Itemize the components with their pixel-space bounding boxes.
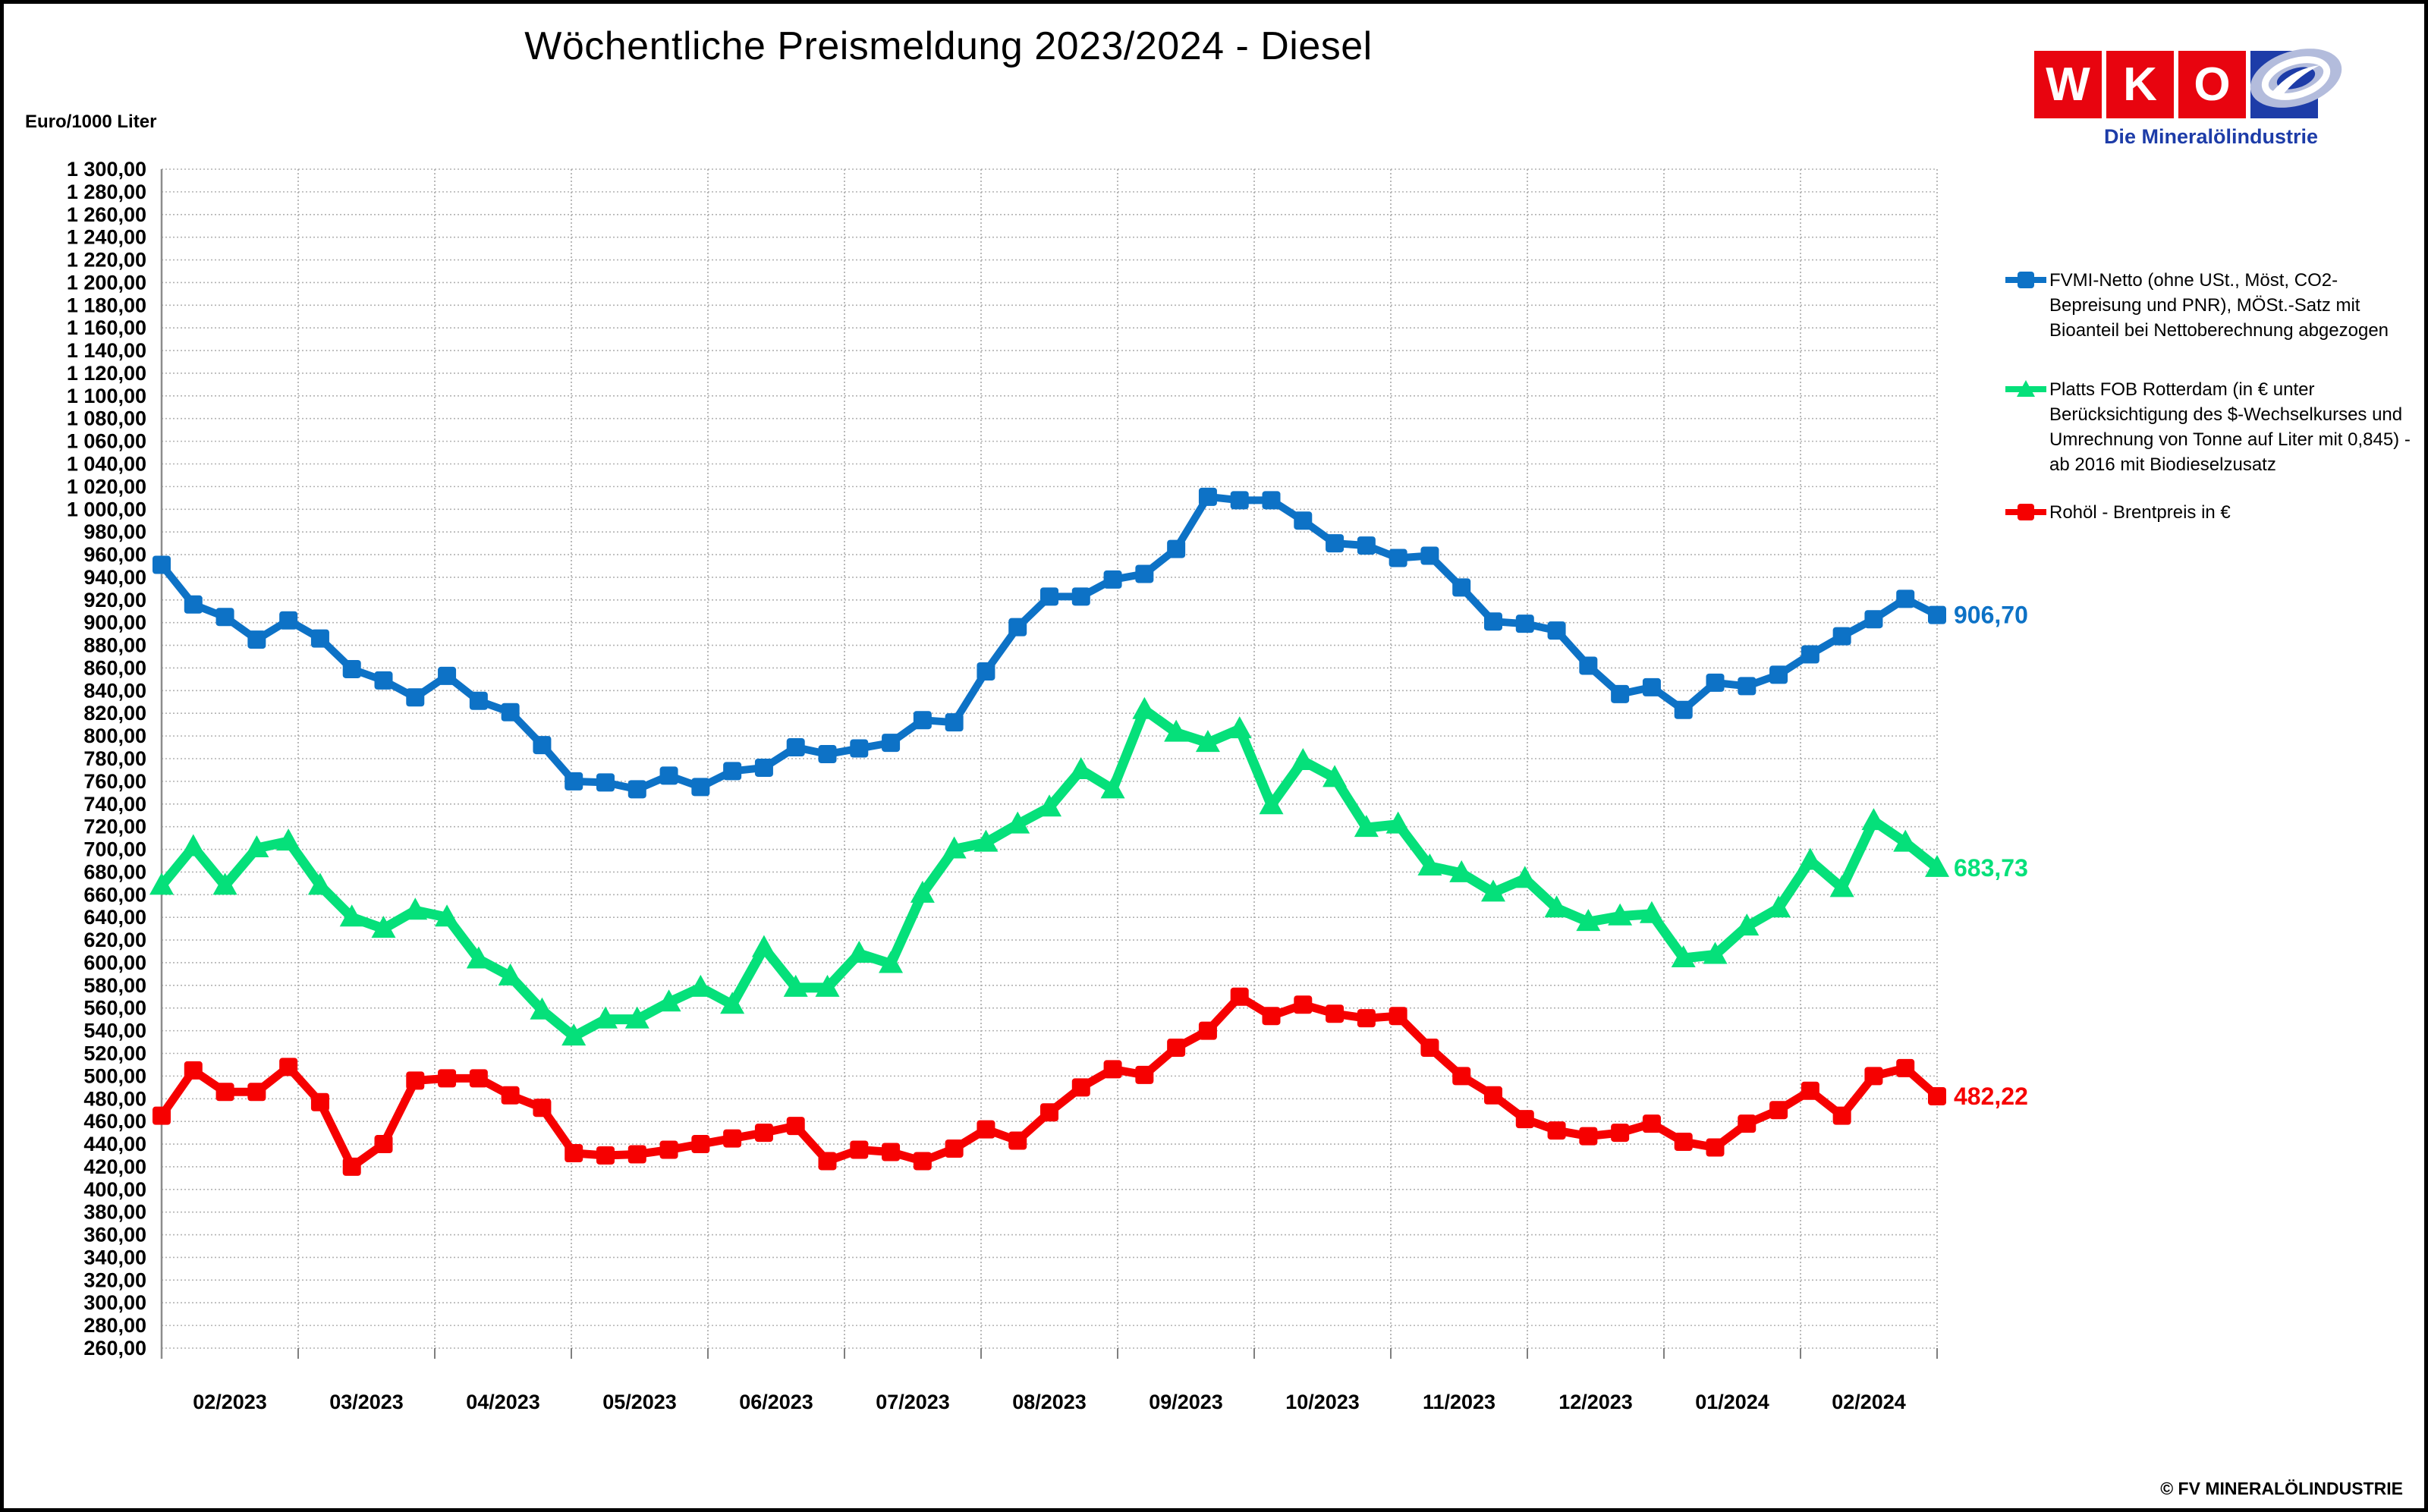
wko-logo: W K O Die Mineralölindustrie [2034,49,2353,157]
svg-text:860,00: 860,00 [83,656,146,679]
svg-text:740,00: 740,00 [83,793,146,816]
logo-square-o: O [2178,51,2246,118]
price-line-chart: 260,00280,00300,00320,00340,00360,00380,… [67,158,2028,1413]
svg-text:800,00: 800,00 [83,725,146,747]
svg-text:960,00: 960,00 [83,543,146,566]
svg-text:1 080,00: 1 080,00 [67,407,146,430]
legend-label: Platts FOB Rotterdam (in € unter Berücks… [2049,379,2411,475]
svg-text:1 180,00: 1 180,00 [67,294,146,316]
gridlines [162,168,1938,1349]
legend-marker-triangle-icon [2005,379,2049,403]
legend-marker-square-icon [2005,270,2049,294]
svg-text:02/2023: 02/2023 [193,1391,267,1413]
svg-text:380,00: 380,00 [83,1201,146,1224]
svg-text:600,00: 600,00 [83,951,146,974]
svg-text:480,00: 480,00 [83,1087,146,1110]
svg-text:07/2023: 07/2023 [876,1391,950,1413]
series-end-value: 906,70 [1954,602,2028,629]
series-fvmi-netto: 906,70 [153,487,2028,799]
svg-text:900,00: 900,00 [83,611,146,634]
svg-text:500,00: 500,00 [83,1064,146,1087]
svg-text:1 240,00: 1 240,00 [67,226,146,249]
svg-text:680,00: 680,00 [83,860,146,883]
svg-text:1 220,00: 1 220,00 [67,249,146,272]
svg-text:700,00: 700,00 [83,838,146,861]
svg-text:1 040,00: 1 040,00 [67,453,146,476]
svg-text:340,00: 340,00 [83,1246,146,1268]
logo-tagline: Die Mineralölindustrie [2103,125,2318,148]
copyright-note: © FV MINERALÖLINDUSTRIE [2160,1479,2403,1498]
svg-text:780,00: 780,00 [83,747,146,770]
svg-text:640,00: 640,00 [83,906,146,929]
svg-text:10/2023: 10/2023 [1285,1391,1360,1413]
svg-text:02/2024: 02/2024 [1832,1391,1906,1413]
legend-marker-square-icon [2005,502,2049,526]
logo-square-w: W [2034,51,2102,118]
svg-text:03/2023: 03/2023 [329,1391,404,1413]
svg-text:460,00: 460,00 [83,1110,146,1133]
y-axis-unit-label: Euro/1000 Liter [25,112,157,132]
svg-text:620,00: 620,00 [83,929,146,951]
mineraloel-emblem-icon [2250,49,2342,108]
svg-text:1 300,00: 1 300,00 [67,158,146,181]
legend-item-rohoel-brent: Rohöl - Brentpreis in € [2005,500,2423,526]
svg-text:08/2023: 08/2023 [1012,1391,1087,1413]
legend-item-fvmi-netto: FVMI-Netto (ohne USt., Möst, CO2-Bepreis… [2005,268,2423,343]
svg-text:820,00: 820,00 [83,702,146,725]
svg-text:1 200,00: 1 200,00 [67,271,146,294]
svg-text:400,00: 400,00 [83,1178,146,1201]
logo-square-k: K [2106,51,2174,118]
svg-text:12/2023: 12/2023 [1558,1391,1633,1413]
svg-text:760,00: 760,00 [83,770,146,793]
svg-text:1 140,00: 1 140,00 [67,339,146,362]
svg-text:520,00: 520,00 [83,1042,146,1065]
svg-text:1 020,00: 1 020,00 [67,475,146,498]
svg-text:1 000,00: 1 000,00 [67,498,146,520]
svg-text:1 060,00: 1 060,00 [67,430,146,453]
svg-text:360,00: 360,00 [83,1224,146,1246]
svg-text:880,00: 880,00 [83,634,146,657]
chart-title: Wöchentliche Preismeldung 2023/2024 - Di… [524,24,1373,68]
svg-text:720,00: 720,00 [83,816,146,838]
series-platts-fob-rotterdam: 683,73 [149,696,2028,1046]
svg-text:1 160,00: 1 160,00 [67,316,146,339]
svg-text:04/2023: 04/2023 [466,1391,540,1413]
series-end-value: 482,22 [1954,1083,2028,1110]
svg-text:01/2024: 01/2024 [1695,1391,1769,1413]
svg-text:09/2023: 09/2023 [1149,1391,1223,1413]
svg-text:11/2023: 11/2023 [1423,1391,1495,1413]
legend-item-platts-fob-rotterdam: Platts FOB Rotterdam (in € unter Berücks… [2005,377,2423,477]
svg-text:1 280,00: 1 280,00 [67,181,146,203]
svg-text:440,00: 440,00 [83,1133,146,1155]
svg-text:280,00: 280,00 [83,1314,146,1337]
axis-tick-labels: 260,00280,00300,00320,00340,00360,00380,… [67,158,1906,1413]
svg-text:06/2023: 06/2023 [739,1391,813,1413]
svg-text:420,00: 420,00 [83,1155,146,1178]
legend-label: Rohöl - Brentpreis in € [2049,502,2231,523]
svg-text:560,00: 560,00 [83,997,146,1020]
svg-text:920,00: 920,00 [83,589,146,611]
svg-text:1 120,00: 1 120,00 [67,362,146,385]
series-rohoel-brent: 482,22 [153,987,2028,1176]
svg-text:940,00: 940,00 [83,566,146,589]
svg-text:05/2023: 05/2023 [602,1391,677,1413]
svg-text:1 100,00: 1 100,00 [67,385,146,407]
svg-text:260,00: 260,00 [83,1337,146,1360]
svg-text:540,00: 540,00 [83,1020,146,1042]
svg-text:300,00: 300,00 [83,1291,146,1314]
svg-text:840,00: 840,00 [83,679,146,702]
svg-text:660,00: 660,00 [83,883,146,906]
series-end-value: 683,73 [1954,854,2028,882]
legend-label: FVMI-Netto (ohne USt., Möst, CO2-Bepreis… [2049,270,2389,341]
svg-text:580,00: 580,00 [83,974,146,997]
axes [160,169,1938,1359]
svg-text:980,00: 980,00 [83,520,146,543]
svg-text:1 260,00: 1 260,00 [67,203,146,226]
svg-text:320,00: 320,00 [83,1268,146,1291]
